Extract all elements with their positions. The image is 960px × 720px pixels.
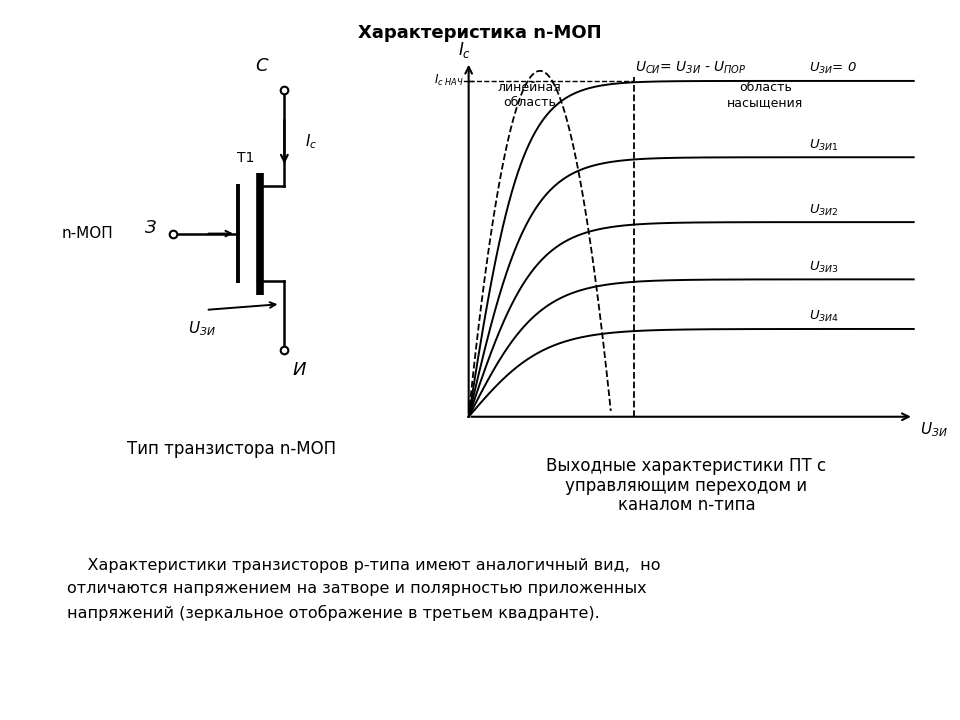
Text: $И$: $И$ bbox=[293, 361, 307, 379]
Text: Характеристика n-МОП: Характеристика n-МОП bbox=[358, 24, 602, 42]
Text: Тип транзистора n-МОП: Тип транзистора n-МОП bbox=[128, 440, 337, 458]
Text: $U_{ЗИ1}$: $U_{ЗИ1}$ bbox=[809, 138, 839, 153]
Text: $U_{ЗИ4}$: $U_{ЗИ4}$ bbox=[809, 310, 839, 325]
Text: n-МОП: n-МОП bbox=[61, 226, 113, 241]
Text: Характеристики транзисторов р-типа имеют аналогичный вид,  но
отличаются напряже: Характеристики транзисторов р-типа имеют… bbox=[67, 558, 660, 621]
Text: Выходные характеристики ПТ с: Выходные характеристики ПТ с bbox=[546, 457, 827, 475]
Text: область
насыщения: область насыщения bbox=[728, 81, 804, 109]
Text: линейная
область: линейная область bbox=[498, 81, 562, 109]
Text: $U_{ЗИ}$: $U_{ЗИ}$ bbox=[188, 320, 216, 338]
Text: $U_{ЗИ}$: $U_{ЗИ}$ bbox=[921, 420, 948, 439]
Text: Т1: Т1 bbox=[237, 151, 254, 165]
Text: $U_{ЗИ2}$: $U_{ЗИ2}$ bbox=[809, 202, 838, 217]
Text: $U_{ЗИ}$= 0: $U_{ЗИ}$= 0 bbox=[809, 61, 857, 76]
Text: $З$: $З$ bbox=[144, 219, 157, 237]
Text: каналом n-типа: каналом n-типа bbox=[617, 496, 756, 514]
Text: управляющим переходом и: управляющим переходом и bbox=[565, 477, 807, 495]
Text: $U_{СИ}$= $U_{ЗИ}$ - $U_{ПОР}$: $U_{СИ}$= $U_{ЗИ}$ - $U_{ПОР}$ bbox=[636, 60, 747, 76]
Text: $U_{ЗИ3}$: $U_{ЗИ3}$ bbox=[809, 260, 839, 275]
Text: $I_{c\ НАЧ}$: $I_{c\ НАЧ}$ bbox=[434, 73, 465, 89]
Text: $I_c$: $I_c$ bbox=[458, 40, 470, 60]
Text: $C$: $C$ bbox=[255, 57, 270, 75]
Text: $I_c$: $I_c$ bbox=[304, 132, 317, 151]
